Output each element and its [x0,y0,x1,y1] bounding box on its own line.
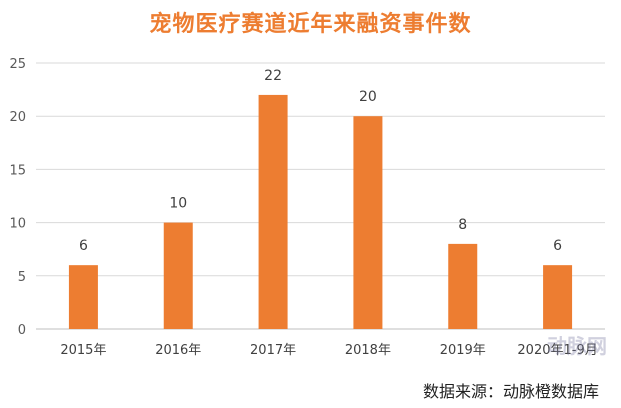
data-label: 22 [264,68,282,84]
x-tick-label: 2019年 [440,343,486,358]
watermark-logo: 动脉网 [547,334,607,358]
x-tick-label: 2016年 [155,343,201,358]
data-label: 6 [79,238,88,254]
x-tick-label: 2017年 [250,343,296,358]
x-tick-label: 2018年 [345,343,391,358]
y-tick-label: 0 [18,323,26,338]
bar [258,94,288,329]
data-label: 8 [458,217,467,233]
y-tick-label: 10 [9,217,26,232]
x-tick-label: 2015年 [60,343,106,358]
data-label: 20 [359,89,377,105]
data-label: 6 [553,238,562,254]
y-tick-label: 5 [18,270,26,285]
y-tick-label: 20 [9,110,26,125]
bar [68,265,98,329]
data-source-note: 数据来源：动脉橙数据库 [422,382,599,401]
y-tick-label: 15 [9,163,26,178]
bar [163,222,193,329]
x-tick-label: 2020年1-9月 [517,343,597,358]
y-tick-label: 25 [9,57,26,72]
data-label: 10 [169,196,187,212]
chart-title: 宠物医疗赛道近年来融资事件数 [149,12,472,37]
bar [448,243,478,329]
bar [543,265,573,329]
bar [353,116,383,329]
